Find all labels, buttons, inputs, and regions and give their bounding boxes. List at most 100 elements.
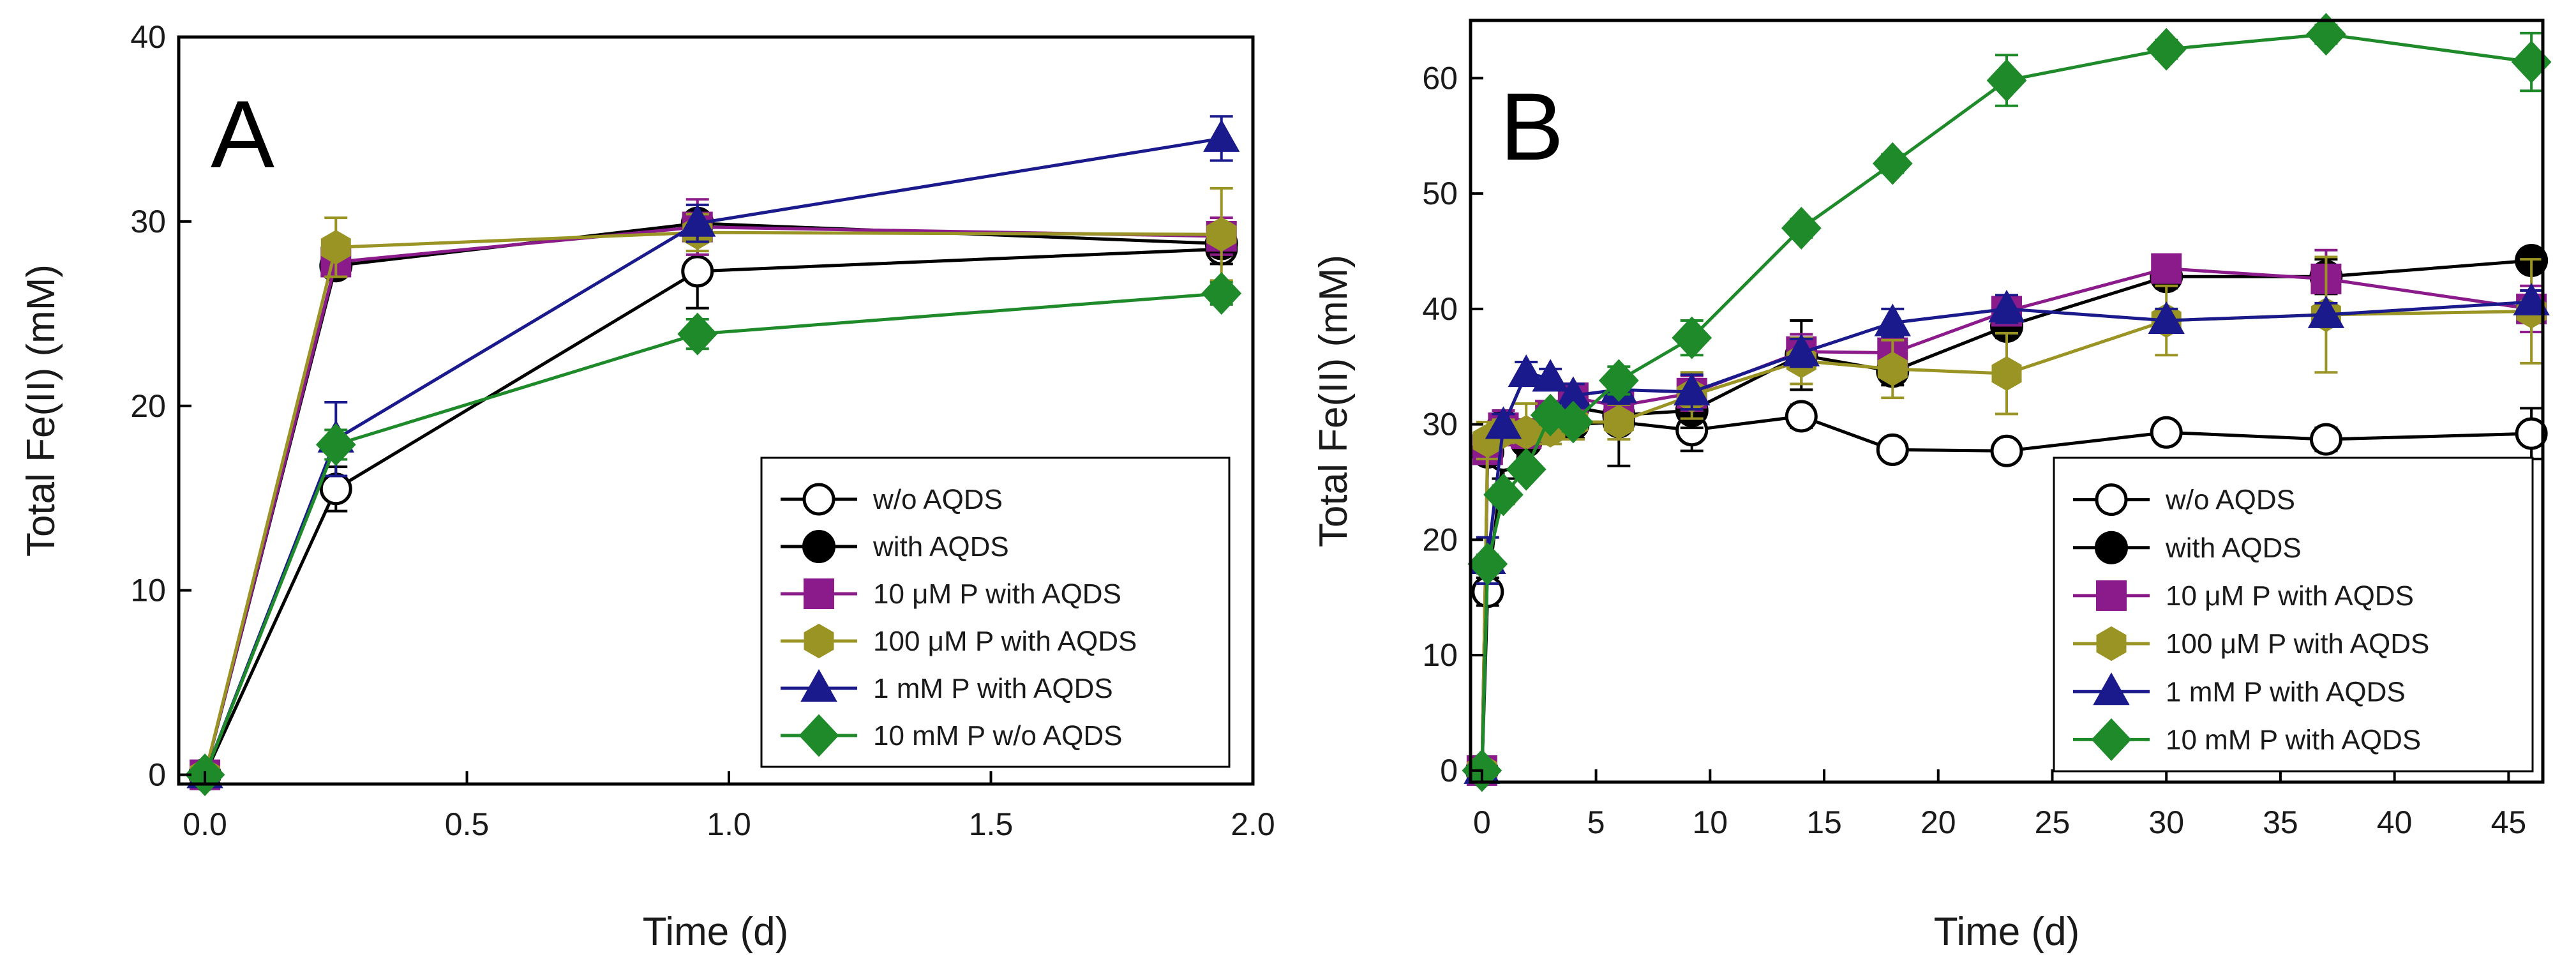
panel-b-x-tick-label: 30 — [2148, 804, 2184, 840]
panel-b-legend-box — [2053, 457, 2534, 773]
panel-a-legend-marker — [804, 578, 834, 609]
panel-a-data-point — [679, 204, 716, 237]
panel-b-legend-label: 10 mM P with AQDS — [2166, 724, 2421, 755]
panel-a-series-layer — [184, 115, 1242, 797]
panel-b-letter: B — [1500, 73, 1564, 180]
panel-b-data-point — [2309, 423, 2342, 456]
panel-a-x-tick-label: 1.5 — [969, 806, 1014, 842]
panel-a-legend-box — [760, 457, 1231, 768]
panel-a-legend-label: 10 μM P with AQDS — [873, 578, 1121, 610]
panel-a-x-tick-label: 0.5 — [445, 806, 490, 842]
panel-a-series-line — [203, 247, 1222, 776]
panel-a-series-line — [203, 292, 1222, 776]
panel-b-legend-label: 100 μM P with AQDS — [2166, 628, 2429, 660]
panel-b-data-point — [2513, 283, 2550, 316]
panel-a-legend-marker — [798, 714, 839, 757]
panel-b-data-point — [1672, 316, 1712, 359]
panel-a-legend-label: with AQDS — [872, 531, 1009, 562]
panel-b-legend: w/o AQDS with AQDS 10 μM P with AQDS 100… — [2053, 457, 2534, 773]
panel-b-x-tick-label: 10 — [1693, 804, 1728, 840]
panel-b-x-tick-label: 45 — [2491, 804, 2527, 840]
panel-b-legend-marker — [2096, 626, 2127, 661]
panel-b-data-point — [1991, 356, 2022, 391]
panel-b-data-point — [1877, 351, 1908, 387]
panel-b-y-tick-label: 30 — [1422, 407, 1458, 442]
panel-b-data-point — [1986, 59, 2027, 102]
panel-a: 0.0 0.5 1.0 1.5 2.0 0 10 20 30 40 A Time… — [19, 19, 1275, 954]
panel-b-data-point — [1467, 542, 1508, 585]
panel-b-x-tick-label: 40 — [2377, 804, 2413, 840]
panel-b-y-tick-label: 20 — [1422, 522, 1458, 557]
panel-b-x-axis-title: Time (d) — [1934, 910, 2079, 954]
panel-b-y-tick-label: 40 — [1422, 291, 1458, 327]
panel-b-data-point — [1603, 404, 1634, 440]
panel-b-data-point — [1785, 400, 1818, 433]
panel-a-legend-label: 10 mM P w/o AQDS — [873, 720, 1122, 751]
panel-b-legend-label: 10 μM P with AQDS — [2166, 580, 2414, 612]
panel-b-data-point — [1508, 354, 1545, 388]
panel-b-x-tick-label: 35 — [2263, 804, 2298, 840]
panel-b-data-point — [1781, 206, 1822, 250]
panel-b-legend-label: w/o AQDS — [2165, 485, 2295, 516]
panel-b-data-point — [2150, 416, 2183, 449]
panel-a-data-point — [320, 230, 351, 265]
panel-b-data-point — [1876, 433, 1909, 466]
panel-b-x-tick-label: 25 — [2035, 804, 2071, 840]
panel-b-y-tick-label: 60 — [1422, 60, 1458, 96]
panel-b-y-tick-label: 10 — [1422, 637, 1458, 673]
panel-b-legend-marker — [2095, 531, 2128, 564]
panel-a-y-tick-label: 0 — [148, 757, 166, 793]
panel-b-data-point — [1872, 142, 1913, 185]
panel-a-legend-marker — [800, 668, 837, 702]
panel-a-data-point — [1201, 272, 1242, 315]
panel-a-data-point — [1203, 119, 1240, 152]
panel-a-legend: w/o AQDS with AQDS 10 μM P with AQDS 100… — [760, 457, 1231, 768]
panel-b-y-tick-label: 50 — [1422, 176, 1458, 211]
panel-a-letter: A — [211, 80, 274, 188]
panel-b-data-point — [2307, 295, 2345, 328]
panel-a-legend-label: 100 μM P with AQDS — [873, 626, 1137, 657]
panel-a-y-tick-label: 20 — [130, 388, 166, 424]
panel-a-data-point — [319, 472, 352, 506]
panel-b-y-ticks: 0 10 20 30 40 50 60 — [1422, 60, 1483, 789]
panel-a-series-line — [203, 230, 1222, 776]
panel-b-data-point — [1483, 473, 1524, 517]
panel-a-x-axis-title: Time (d) — [643, 910, 788, 954]
panel-b-series-layer — [1462, 13, 2552, 792]
panel-a-legend-marker — [802, 483, 835, 516]
panel-b-data-point — [1506, 448, 1546, 491]
panel-b-y-axis-title: Total Fe(II) (mM) — [1312, 255, 1356, 547]
panel-b: 0 5 10 15 20 25 30 35 40 45 0 10 20 30 4… — [1312, 13, 2552, 954]
panel-b-legend-marker — [2091, 718, 2132, 761]
panel-b-data-point — [2511, 40, 2552, 84]
panel-a-y-tick-label: 40 — [130, 19, 166, 55]
panel-a-legend-label: w/o AQDS — [872, 484, 1003, 515]
panel-a-x-ticks: 0.0 0.5 1.0 1.5 2.0 — [183, 771, 1275, 842]
panel-b-plot-frame — [1469, 19, 2545, 784]
panel-b-y-tick-label: 0 — [1440, 753, 1458, 789]
panel-b-data-point — [1874, 303, 1911, 336]
panel-a-y-axis-title: Total Fe(II) (mM) — [19, 264, 63, 557]
panel-a-x-tick-label: 2.0 — [1231, 806, 1275, 842]
panel-b-data-point — [1990, 434, 2023, 467]
panel-b-x-ticks: 0 5 10 15 20 25 30 35 40 45 — [1473, 769, 2526, 840]
panel-b-legend-marker — [2095, 483, 2128, 517]
panel-b-legend-marker — [2096, 580, 2127, 611]
panel-b-data-point — [1532, 359, 1569, 392]
panel-b-data-point — [2515, 417, 2548, 450]
panel-a-legend-marker — [802, 530, 835, 563]
panel-b-x-tick-label: 5 — [1587, 804, 1605, 840]
panel-a-plot-frame — [177, 35, 1255, 786]
panel-b-data-point — [1553, 400, 1594, 444]
panel-a-data-point — [315, 423, 356, 466]
panel-b-data-point — [2306, 13, 2346, 56]
panel-a-x-tick-label: 1.0 — [707, 806, 751, 842]
panel-a-x-tick-label: 0.0 — [183, 806, 227, 842]
panel-b-data-point — [2148, 301, 2185, 334]
panel-b-data-point — [1485, 406, 1522, 439]
panel-a-y-tick-label: 30 — [130, 204, 166, 239]
panel-b-legend-label: with AQDS — [2165, 532, 2302, 564]
panel-b-legend-label: 1 mM P with AQDS — [2166, 676, 2406, 707]
panel-b-x-tick-label: 0 — [1473, 804, 1491, 840]
